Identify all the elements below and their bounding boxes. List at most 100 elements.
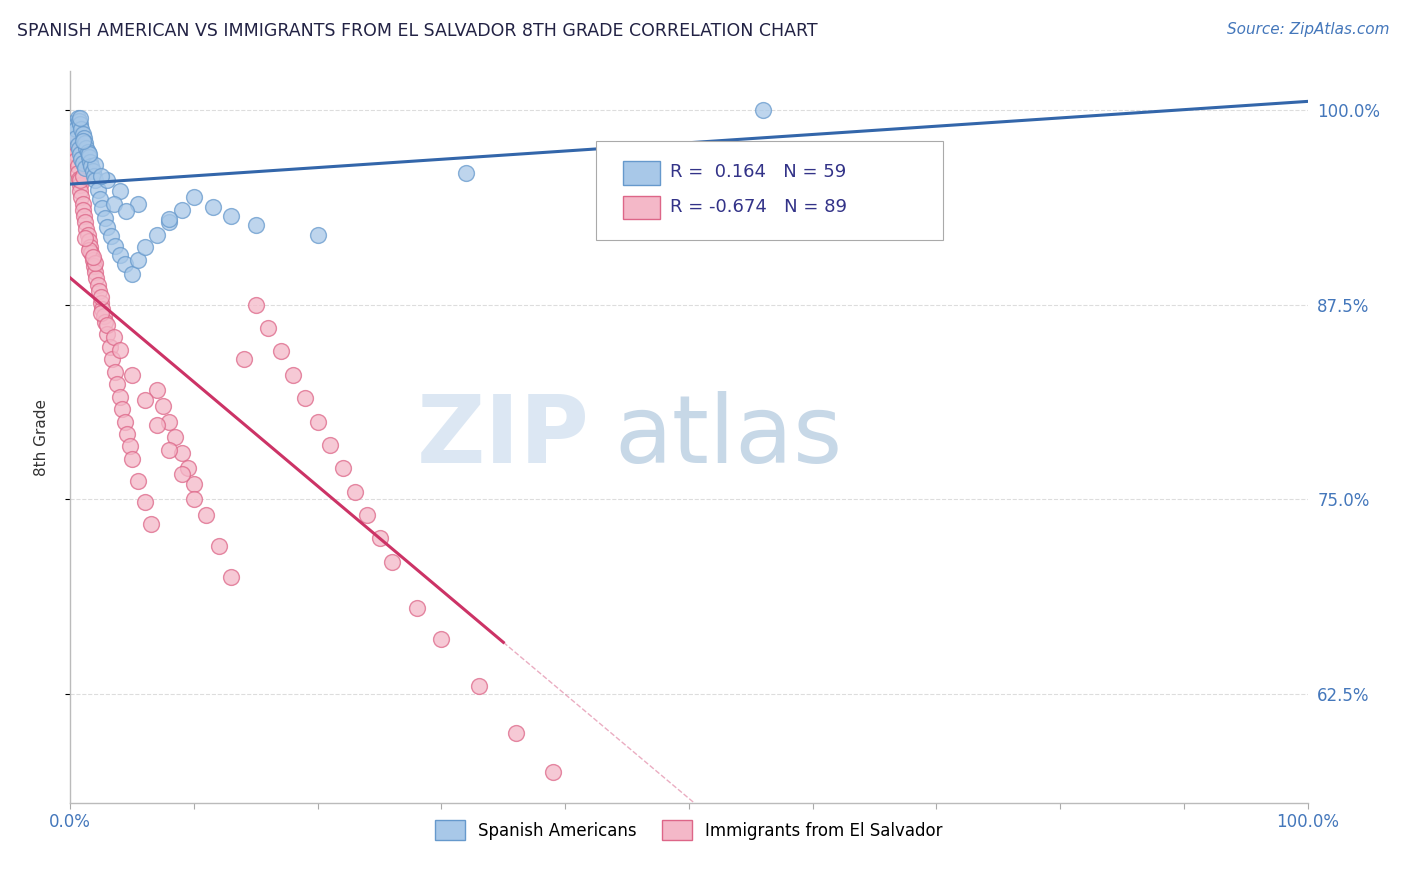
Point bbox=[219, 570, 242, 584]
Point bbox=[127, 252, 149, 267]
Point bbox=[108, 390, 131, 404]
Point bbox=[405, 601, 427, 615]
Point bbox=[73, 209, 96, 223]
Point bbox=[90, 305, 112, 319]
Point bbox=[177, 461, 200, 475]
Point bbox=[127, 196, 149, 211]
Y-axis label: 8th Grade: 8th Grade bbox=[35, 399, 49, 475]
Point bbox=[75, 161, 97, 175]
Point bbox=[115, 427, 138, 442]
Point bbox=[65, 146, 87, 161]
Point bbox=[75, 140, 97, 154]
Point bbox=[72, 135, 94, 149]
Point bbox=[80, 246, 103, 260]
Point bbox=[356, 508, 378, 522]
Point bbox=[152, 399, 174, 413]
Point bbox=[63, 135, 86, 149]
Point bbox=[96, 327, 118, 342]
Point bbox=[66, 165, 89, 179]
Point bbox=[72, 156, 94, 170]
Point bbox=[79, 240, 101, 254]
Point bbox=[96, 318, 118, 332]
Point bbox=[82, 164, 104, 178]
Text: SPANISH AMERICAN VS IMMIGRANTS FROM EL SALVADOR 8TH GRADE CORRELATION CHART: SPANISH AMERICAN VS IMMIGRANTS FROM EL S… bbox=[17, 22, 817, 40]
Point bbox=[195, 508, 218, 522]
Point bbox=[208, 539, 231, 553]
Point bbox=[134, 495, 156, 509]
Point bbox=[62, 116, 84, 130]
Point bbox=[103, 330, 125, 344]
Point bbox=[75, 136, 97, 150]
Point bbox=[430, 632, 453, 647]
Point bbox=[219, 209, 242, 223]
Point bbox=[72, 169, 94, 183]
Point bbox=[108, 343, 131, 357]
Point bbox=[121, 368, 143, 382]
Point bbox=[69, 117, 91, 131]
Point bbox=[121, 451, 143, 466]
Bar bbox=[623, 161, 661, 185]
Point bbox=[72, 196, 94, 211]
Legend: Spanish Americans, Immigrants from El Salvador: Spanish Americans, Immigrants from El Sa… bbox=[429, 814, 949, 847]
Point bbox=[91, 202, 114, 216]
Point bbox=[368, 531, 391, 545]
Point bbox=[157, 415, 180, 429]
Point bbox=[165, 430, 187, 444]
Point bbox=[98, 340, 121, 354]
Point bbox=[86, 277, 108, 292]
Point bbox=[541, 764, 564, 779]
Point bbox=[75, 221, 97, 235]
Point bbox=[170, 467, 193, 482]
Point bbox=[86, 183, 108, 197]
Point bbox=[83, 169, 105, 183]
Point bbox=[80, 159, 103, 173]
Point bbox=[79, 154, 101, 169]
Point bbox=[114, 257, 136, 271]
Point bbox=[170, 445, 193, 459]
Point bbox=[146, 384, 169, 398]
Point bbox=[127, 474, 149, 488]
Point bbox=[77, 244, 100, 258]
Text: atlas: atlas bbox=[614, 391, 844, 483]
Point bbox=[77, 234, 100, 248]
Point bbox=[77, 146, 100, 161]
Point bbox=[65, 153, 87, 167]
Point bbox=[111, 402, 134, 417]
Text: Source: ZipAtlas.com: Source: ZipAtlas.com bbox=[1226, 22, 1389, 37]
Point bbox=[108, 184, 131, 198]
Point bbox=[82, 250, 104, 264]
Point bbox=[183, 476, 205, 491]
Point bbox=[69, 173, 91, 187]
Point bbox=[114, 415, 136, 429]
Point bbox=[63, 127, 86, 141]
Point bbox=[139, 517, 162, 532]
Point bbox=[134, 392, 156, 407]
Point bbox=[67, 142, 90, 156]
Point bbox=[83, 259, 105, 273]
Point bbox=[157, 215, 180, 229]
Point bbox=[201, 200, 224, 214]
Point bbox=[66, 159, 89, 173]
Point bbox=[100, 229, 122, 244]
Point bbox=[69, 184, 91, 198]
Point bbox=[76, 145, 98, 160]
Point bbox=[66, 137, 89, 152]
Point bbox=[90, 169, 112, 183]
Point bbox=[307, 227, 329, 242]
Text: R = -0.674   N = 89: R = -0.674 N = 89 bbox=[671, 198, 848, 217]
Text: ZIP: ZIP bbox=[418, 391, 591, 483]
Point bbox=[101, 352, 124, 367]
Point bbox=[245, 298, 267, 312]
Point bbox=[381, 555, 404, 569]
Point bbox=[72, 202, 94, 217]
Point bbox=[65, 140, 87, 154]
Point bbox=[146, 417, 169, 432]
Point bbox=[232, 352, 254, 367]
Point bbox=[75, 231, 97, 245]
Point bbox=[70, 152, 93, 166]
Point bbox=[104, 365, 127, 379]
Point bbox=[73, 131, 96, 145]
Point bbox=[93, 309, 115, 323]
Point bbox=[257, 321, 280, 335]
FancyBboxPatch shape bbox=[596, 141, 942, 240]
